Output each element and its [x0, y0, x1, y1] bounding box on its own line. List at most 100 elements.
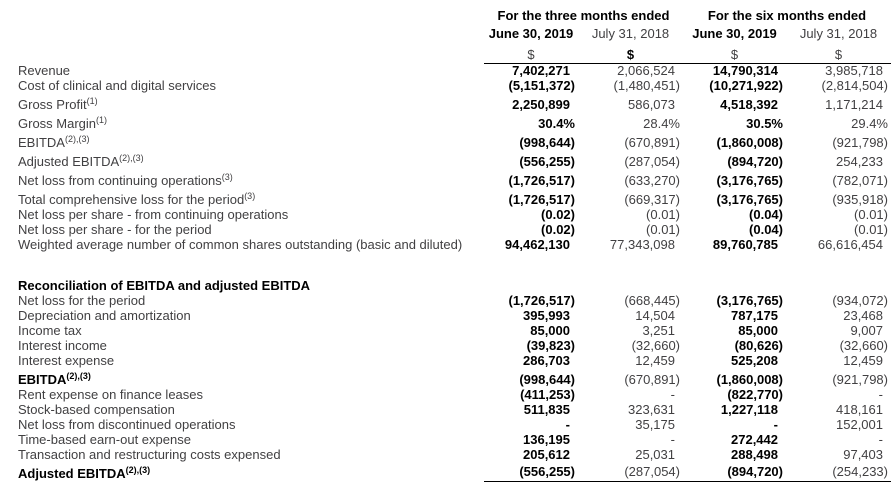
section-spacer [0, 253, 891, 278]
cell-value: - [878, 432, 883, 447]
cell-value: (0.04) [749, 207, 783, 222]
cell-value: (894,720) [727, 154, 783, 169]
cell-value: 152,001 [836, 417, 883, 432]
cell-value: 35,175 [635, 417, 675, 432]
currency-symbol: $ [484, 41, 578, 64]
cell-value: (1,726,517) [508, 293, 576, 308]
table-row: EBITDA(2),(3) (998,644) (670,891) (1,860,00… [0, 132, 891, 151]
cell-value: 2,250,899 [512, 97, 570, 112]
cell-value: 1,171,214 [825, 97, 883, 112]
table-row: Net loss from continuing operations(3) (1… [0, 170, 891, 189]
cell-value: 205,612 [523, 447, 570, 462]
table-row: Adjusted EBITDA(2),(3) (556,255) (287,054)… [0, 462, 891, 482]
cell-value: (3,176,765) [716, 293, 784, 308]
row-label: EBITDA(2),(3) [18, 134, 90, 150]
footnote-ref: (3) [244, 191, 256, 201]
section-title: Reconciliation of EBITDA and adjusted EB… [18, 278, 311, 293]
cell-value: 2,066,524 [617, 63, 675, 78]
cell-value: (39,823) [526, 338, 575, 353]
cell-value: 12,459 [635, 353, 675, 368]
cell-value: (556,255) [519, 154, 575, 169]
row-label: Adjusted EBITDA(2),(3) [18, 465, 151, 481]
row-label: EBITDA(2),(3) [18, 371, 91, 387]
footnote-ref: (3) [221, 172, 233, 182]
cell-value: (633,270) [624, 173, 680, 188]
cell-value: 14,504 [635, 308, 675, 323]
cell-value: (921,798) [832, 135, 888, 150]
cell-value: (254,233) [786, 462, 891, 482]
row-label: Net loss for the period [18, 293, 146, 308]
row-label: Depreciation and amortization [18, 308, 191, 323]
row-label: Interest income [18, 338, 107, 353]
table-row: Time-based earn-out expense 136,195 - 272,4… [0, 433, 891, 448]
cell-value: (822,770) [727, 387, 783, 402]
cell-value: (935,918) [832, 192, 888, 207]
footnote-ref: (1) [86, 96, 98, 106]
cell-value: (0.01) [854, 222, 888, 237]
cell-value: (1,726,517) [508, 192, 576, 207]
cell-value: 85,000 [530, 323, 570, 338]
footnote-ref: (1) [96, 115, 108, 125]
table-body: Revenue 7,402,271 2,066,524 14,790,314 3,985… [0, 63, 891, 482]
cell-value: (5,151,372) [508, 78, 576, 93]
cell-value: (0.01) [646, 222, 680, 237]
table-row: Revenue 7,402,271 2,066,524 14,790,314 3,985… [0, 63, 891, 79]
row-label: Stock-based compensation [18, 402, 175, 417]
footnote-ref: (2),(3) [125, 465, 151, 475]
cell-value: (10,271,922) [709, 78, 783, 93]
row-label: Net loss per share - from continuing ope… [18, 207, 289, 222]
column-header-june-2019-q: June 30, 2019 [488, 25, 574, 41]
table-row: Transaction and restructuring costs expe… [0, 448, 891, 463]
cell-value: 66,616,454 [817, 237, 883, 252]
row-label: Gross Margin(1) [18, 115, 108, 131]
table-row: Weighted average number of common shares… [0, 238, 891, 253]
row-label: Net loss per share - for the period [18, 222, 212, 237]
footnote-ref: (2),(3) [64, 134, 90, 144]
table-row: Gross Profit(1) 2,250,899 586,073 4,518,392… [0, 94, 891, 113]
cell-value: 77,343,098 [609, 237, 675, 252]
table-row: Income tax 85,000 3,251 85,000 9,007 [0, 324, 891, 339]
cell-value: (921,798) [832, 372, 888, 387]
currency-symbol: $ [683, 41, 786, 64]
cell-value: 3,251 [642, 323, 675, 338]
row-label: Revenue [18, 63, 71, 78]
cell-value: (669,317) [624, 192, 680, 207]
cell-value: 4,518,392 [720, 97, 778, 112]
cell-value: (32,660) [839, 338, 888, 353]
cell-value: (3,176,765) [716, 173, 784, 188]
cell-value: (0.01) [854, 207, 888, 222]
cell-value: 787,175 [731, 308, 778, 323]
currency-symbol: $ [578, 41, 683, 64]
cell-value: (287,054) [578, 462, 683, 482]
cell-value: 395,993 [523, 308, 570, 323]
cell-value: 586,073 [628, 97, 675, 112]
table-row: Interest expense 286,703 12,459 525,208 12,4… [0, 354, 891, 369]
table-row: Interest income (39,823) (32,660) (80,626) (… [0, 339, 891, 354]
cell-value: (0.01) [646, 207, 680, 222]
cell-value: (411,253) [520, 387, 575, 402]
row-label: Rent expense on finance leases [18, 387, 204, 402]
table-row: Depreciation and amortization 395,993 14,5… [0, 309, 891, 324]
cell-value: 12,459 [843, 353, 883, 368]
group-header-six-months: For the six months ended [707, 7, 867, 23]
table-row: Stock-based compensation 511,835 323,631 1,… [0, 403, 891, 418]
currency-row: $ $ $ $ [0, 41, 891, 64]
column-header-july-2018-q: July 31, 2018 [591, 25, 670, 41]
row-label: Transaction and restructuring costs expe… [18, 447, 281, 462]
row-label: Adjusted EBITDA(2),(3) [18, 153, 144, 169]
column-header-row: June 30, 2019 July 31, 2018 June 30, 201… [0, 23, 891, 41]
table-row: Total comprehensive loss for the period(… [0, 189, 891, 208]
cell-value: (934,072) [832, 293, 888, 308]
cell-value: 1,227,118 [720, 402, 778, 417]
cell-value: (287,054) [624, 154, 680, 169]
table-row: Net loss for the period (1,726,517) (668,4… [0, 294, 891, 309]
cell-value: (1,860,008) [716, 135, 784, 150]
table-row: Rent expense on finance leases (411,253) -… [0, 388, 891, 403]
cell-value: (80,626) [734, 338, 783, 353]
cell-value: 28.4% [643, 116, 680, 131]
cell-value: 89,760,785 [712, 237, 778, 252]
row-label: Income tax [18, 323, 82, 338]
cell-value: - [670, 387, 675, 402]
cell-value: (3,176,765) [716, 192, 784, 207]
section-title-row: Reconciliation of EBITDA and adjusted EB… [0, 278, 891, 294]
